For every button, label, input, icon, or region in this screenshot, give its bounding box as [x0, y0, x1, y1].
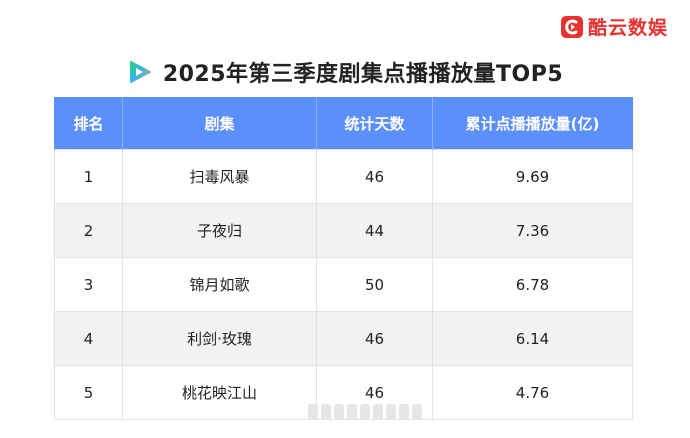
table-row: 1 扫毒风暴 46 9.69 — [54, 149, 633, 204]
cell-days: 50 — [316, 257, 433, 312]
cell-series: 桃花映江山 — [122, 365, 317, 420]
cell-rank: 2 — [54, 203, 123, 258]
brand-watermark: 酷云数娱 — [560, 13, 668, 40]
column-header-rank: 排名 — [54, 97, 123, 150]
cell-days: 44 — [316, 203, 433, 258]
cell-series: 利剑·玫瑰 — [122, 311, 317, 366]
blurred-watermark — [308, 404, 422, 424]
ranking-table-wrap: 排名 剧集 统计天数 累计点播播放量(亿) 1 扫毒风暴 46 9.69 2 子… — [54, 97, 633, 420]
kuyun-logo-icon — [560, 15, 583, 38]
cell-plays: 7.36 — [432, 203, 633, 258]
cell-plays: 6.78 — [432, 257, 633, 312]
cell-plays: 6.14 — [432, 311, 633, 366]
cell-plays: 9.69 — [432, 149, 633, 204]
cell-series: 子夜归 — [122, 203, 317, 258]
cell-plays: 4.76 — [432, 365, 633, 420]
cell-days: 46 — [316, 149, 433, 204]
column-header-plays: 累计点播播放量(亿) — [432, 97, 633, 150]
play-logo-icon — [129, 61, 151, 83]
cell-rank: 1 — [54, 149, 123, 204]
cell-series: 扫毒风暴 — [122, 149, 317, 204]
brand-name: 酷云数娱 — [587, 17, 668, 39]
column-header-days: 统计天数 — [316, 97, 433, 150]
title-row: 2025年第三季度剧集点播播放量TOP5 — [0, 56, 690, 88]
table-header-row: 排名 剧集 统计天数 累计点播播放量(亿) — [54, 97, 633, 150]
table-row: 4 利剑·玫瑰 46 6.14 — [54, 311, 633, 366]
cell-days: 46 — [316, 311, 433, 366]
table-row: 3 锦月如歌 50 6.78 — [54, 257, 633, 312]
ranking-table: 排名 剧集 统计天数 累计点播播放量(亿) 1 扫毒风暴 46 9.69 2 子… — [54, 97, 633, 420]
cell-rank: 4 — [54, 311, 123, 366]
cell-rank: 5 — [54, 365, 123, 420]
cell-series: 锦月如歌 — [122, 257, 317, 312]
column-header-series: 剧集 — [122, 97, 317, 150]
cell-rank: 3 — [54, 257, 123, 312]
page-title: 2025年第三季度剧集点播播放量TOP5 — [162, 62, 564, 87]
table-row: 2 子夜归 44 7.36 — [54, 203, 633, 258]
